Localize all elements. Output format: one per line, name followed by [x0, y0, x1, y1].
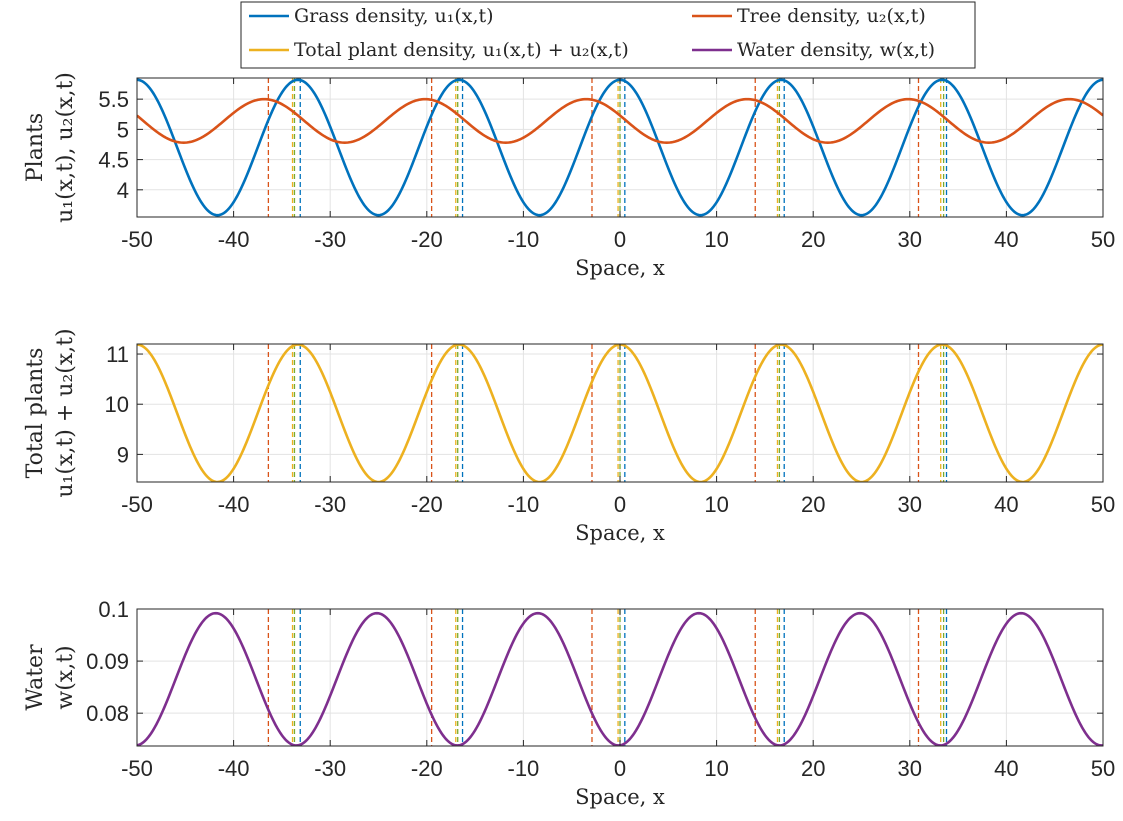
- y-axis-label-line-1: Water: [23, 644, 48, 711]
- x-tick-label: 30: [898, 227, 922, 252]
- x-tick-label: 20: [801, 492, 825, 517]
- y-tick-label: 5: [117, 117, 129, 142]
- x-tick-label: 50: [1091, 227, 1115, 252]
- y-tick-label: 9: [117, 442, 129, 467]
- x-tick-label: 10: [704, 756, 728, 781]
- y-axis-label-line-2: w(x,t): [53, 645, 78, 709]
- panels: -50 -40 -30 -20 -10 0 10 20 30 40 50 4 4.5 5 5.5 Space,…: [23, 72, 1115, 809]
- y-tick-label: 10: [105, 392, 129, 417]
- x-axis-label: Space, x: [575, 785, 665, 809]
- x-axis-label: Space, x: [575, 521, 665, 545]
- x-tick-label: 30: [898, 492, 922, 517]
- y-axis-label-line-2: u₁(x,t), u₂(x,t): [53, 72, 78, 223]
- x-tick-label: 40: [994, 756, 1018, 781]
- x-tick-label: -50: [121, 492, 153, 517]
- x-tick-label: -20: [411, 756, 443, 781]
- x-tick-label: -40: [218, 227, 250, 252]
- panel-1: -50 -40 -30 -20 -10 0 10 20 30 40 50 4 4.5 5 5.5 Space,…: [23, 72, 1115, 280]
- reference-lines-1: [267, 78, 948, 217]
- x-tick-label: 0: [614, 492, 626, 517]
- x-tick-label: -10: [508, 492, 540, 517]
- x-tick-label: -30: [314, 756, 346, 781]
- x-tick-label: -30: [314, 492, 346, 517]
- x-tick-label: 10: [704, 492, 728, 517]
- legend-label-4: Water density, w(x,t): [737, 39, 935, 61]
- x-tick-label: 50: [1091, 756, 1115, 781]
- x-tick-label: 10: [704, 227, 728, 252]
- x-tick-label: 40: [994, 492, 1018, 517]
- x-tick-label: -50: [121, 756, 153, 781]
- x-tick-label: -40: [218, 756, 250, 781]
- y-tick-label: 4.5: [98, 148, 129, 173]
- x-tick-label: -20: [411, 492, 443, 517]
- x-axis-label: Space, x: [575, 256, 665, 280]
- x-tick-label: 0: [614, 756, 626, 781]
- x-tick-label: 50: [1091, 492, 1115, 517]
- x-tick-label: 20: [801, 756, 825, 781]
- x-tick-label: -50: [121, 227, 153, 252]
- panel-3: -50 -40 -30 -20 -10 0 10 20 30 40 50 0.08 0.09 0.1 Spa…: [23, 597, 1115, 809]
- y-axis-label-line-2: u₁(x,t) + u₂(x,t): [53, 328, 78, 497]
- x-tick-label: 40: [994, 227, 1018, 252]
- legend-label-2: Tree density, u₂(x,t): [737, 5, 926, 27]
- series-line-1-2: [137, 97, 1103, 144]
- x-tick-label: -10: [508, 756, 540, 781]
- x-tick-label: 0: [614, 227, 626, 252]
- reference-lines-3: [267, 609, 948, 746]
- x-tick-label: -10: [508, 227, 540, 252]
- legend: Grass density, u₁(x,t) Tree density, u₂(x…: [240, 1, 976, 69]
- x-tick-label: -30: [314, 227, 346, 252]
- y-tick-label: 0.08: [86, 701, 129, 726]
- y-tick-label: 0.09: [86, 649, 129, 674]
- y-tick-label: 5.5: [98, 87, 129, 112]
- x-tick-label: 30: [898, 756, 922, 781]
- legend-box: [240, 1, 976, 69]
- x-tick-label: -20: [411, 227, 443, 252]
- y-tick-label: 0.1: [98, 597, 129, 622]
- y-tick-label: 11: [106, 342, 129, 367]
- y-axis-label-line-1: Total plants: [23, 348, 48, 479]
- x-tick-label: 20: [801, 227, 825, 252]
- x-tick-label: -40: [218, 492, 250, 517]
- reference-lines-2: [267, 344, 948, 482]
- y-tick-label: 4: [117, 178, 129, 203]
- legend-label-3: Total plant density, u₁(x,t) + u₂(x,t): [294, 39, 629, 61]
- y-axis-label-line-1: Plants: [23, 113, 48, 182]
- panel-2: -50 -40 -30 -20 -10 0 10 20 30 40 50 9 10 11 Space, x T…: [23, 328, 1115, 545]
- legend-label-1: Grass density, u₁(x,t): [294, 5, 494, 27]
